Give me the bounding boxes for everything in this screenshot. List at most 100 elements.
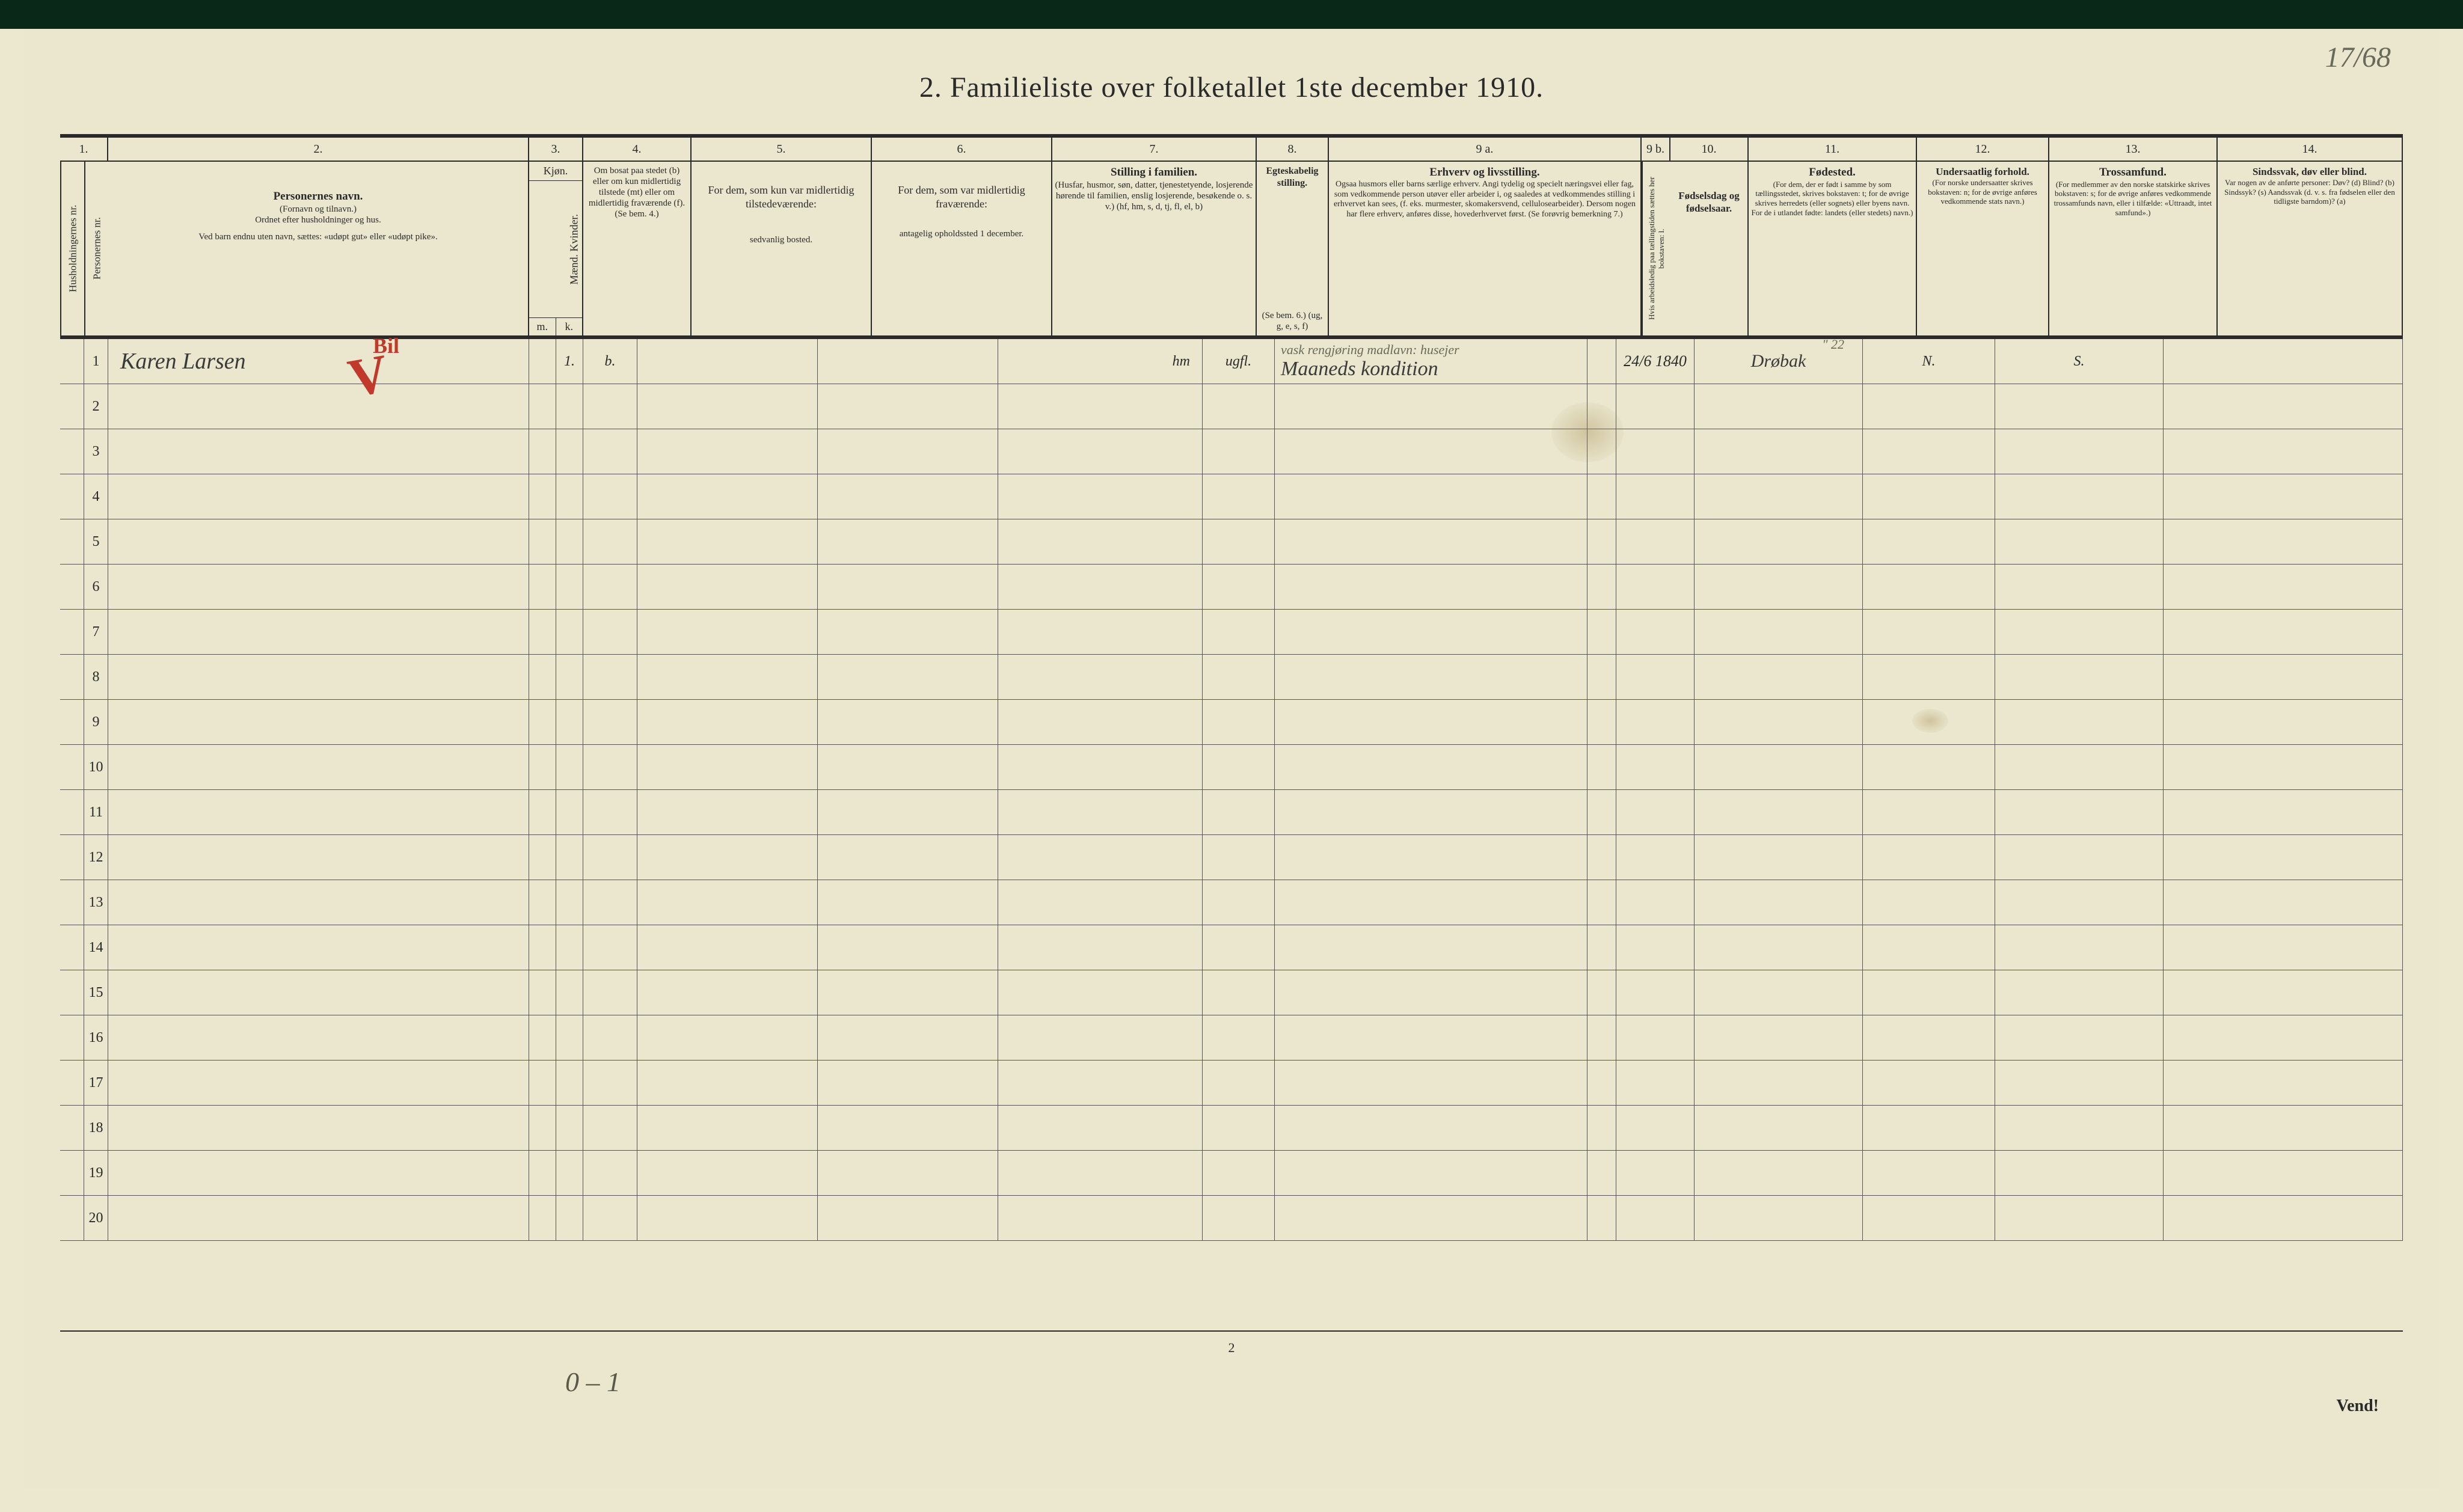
cell-trossamfund (1995, 790, 2164, 834)
cell-husholdning (60, 474, 84, 519)
cell-c9b (1587, 970, 1616, 1015)
cell-personnr: 8 (84, 655, 108, 699)
cell-navn (108, 700, 529, 744)
cell-navn (108, 565, 529, 609)
cell-fodested (1695, 384, 1863, 429)
colnum-14: 14. (2218, 138, 2403, 161)
desc-navn-sub3: Ved barn endnu uten navn, sættes: «udøpt… (111, 231, 526, 242)
cell-bosat (583, 429, 637, 474)
cell-undersaat (1863, 655, 1995, 699)
cell-kjon-k (556, 1015, 583, 1060)
cell-bosat (583, 655, 637, 699)
desc-bosat: Om bosat paa stedet (b) eller om kun mid… (583, 162, 692, 335)
cell-egteskab (1203, 1106, 1275, 1150)
table-row: 11 (60, 790, 2403, 835)
cell-kjon-k (556, 1061, 583, 1105)
desc-c7: Stilling i familien. (Husfar, husmor, sø… (1052, 162, 1257, 335)
cell-kjon-m (529, 745, 556, 789)
cell-navn (108, 1106, 529, 1150)
cell-fodselsdato (1616, 700, 1695, 744)
cell-fodselsdato (1616, 1061, 1695, 1105)
cell-trossamfund (1995, 384, 2164, 429)
cell-egteskab (1203, 1061, 1275, 1105)
cell-erhverv (1275, 384, 1587, 429)
cell-kjon-m (529, 1061, 556, 1105)
cell-kjon-k (556, 970, 583, 1015)
cell-husholdning (60, 1106, 84, 1150)
cell-erhverv: vask rengjøring madlavn: husejer Maaneds… (1275, 339, 1587, 384)
paper-stain (1551, 402, 1624, 462)
cell-bosat (583, 474, 637, 519)
cell-navn (108, 745, 529, 789)
cell-egteskab (1203, 700, 1275, 744)
cell-fodselsdato (1616, 655, 1695, 699)
cell-stilling (998, 835, 1203, 880)
desc-navn-title: Personernes navn. (111, 189, 526, 204)
cell-kjon-m (529, 835, 556, 880)
desc-husholdning: Husholdningernes nr. (60, 162, 84, 335)
cell-fodselsdato (1616, 970, 1695, 1015)
cell-c6 (818, 565, 998, 609)
desc-c10: Fødselsdag og fødselsaar. (1670, 162, 1749, 335)
cell-egteskab: ugfl. (1203, 339, 1275, 384)
cell-c9b (1587, 745, 1616, 789)
cell-fodselsdato (1616, 925, 1695, 970)
navn-value: Karen Larsen (120, 348, 246, 375)
cell-fodselsdato (1616, 1151, 1695, 1195)
cell-trossamfund: S. (1995, 339, 2164, 384)
cell-husholdning (60, 925, 84, 970)
cell-kjon-m (529, 790, 556, 834)
desc-c6-sub: antagelig opholdssted 1 december. (874, 228, 1049, 239)
desc-c5-title: For dem, som kun var midlertidig tilsted… (694, 183, 868, 210)
cell-fodested (1695, 1151, 1863, 1195)
cell-c14 (2164, 1106, 2403, 1150)
cell-navn (108, 1015, 529, 1060)
cell-stilling (998, 429, 1203, 474)
cell-husholdning (60, 745, 84, 789)
table-row: 14 (60, 925, 2403, 970)
cell-kjon-m (529, 655, 556, 699)
desc-navn-sub1: (Fornavn og tilnavn.) (111, 204, 526, 215)
cell-egteskab (1203, 880, 1275, 925)
cell-trossamfund (1995, 565, 2164, 609)
table-row: 1 Karen Larsen Bil V 1. b. hm ugfl. vask… (60, 339, 2403, 384)
cell-fodested (1695, 610, 1863, 654)
cell-trossamfund (1995, 610, 2164, 654)
desc-personnr: Personernes nr. (84, 162, 108, 335)
cell-egteskab (1203, 1196, 1275, 1240)
cell-undersaat (1863, 384, 1995, 429)
desc-kjon-m: m. (529, 318, 556, 335)
desc-c11: Fødested. (For dem, der er født i samme … (1749, 162, 1917, 335)
cell-c14 (2164, 655, 2403, 699)
cell-personnr: 20 (84, 1196, 108, 1240)
cell-kjon-m (529, 970, 556, 1015)
cell-c6 (818, 519, 998, 564)
cell-c5 (637, 429, 818, 474)
cell-undersaat (1863, 519, 1995, 564)
desc-c13: Trossamfund. (For medlemmer av den norsk… (2049, 162, 2218, 335)
cell-stilling (998, 925, 1203, 970)
cell-bosat (583, 970, 637, 1015)
cell-personnr: 19 (84, 1151, 108, 1195)
cell-navn (108, 1196, 529, 1240)
cell-bosat (583, 925, 637, 970)
cell-undersaat (1863, 925, 1995, 970)
desc-c12: Undersaatlig forhold. (For norske unders… (1917, 162, 2049, 335)
cell-husholdning (60, 339, 84, 384)
cell-kjon-k (556, 384, 583, 429)
colnum-1: 1. (60, 138, 108, 161)
cell-erhverv (1275, 745, 1587, 789)
cell-c9b (1587, 925, 1616, 970)
cell-erhverv (1275, 970, 1587, 1015)
cell-husholdning (60, 655, 84, 699)
cell-navn (108, 474, 529, 519)
cell-personnr: 3 (84, 429, 108, 474)
cell-fodselsdato (1616, 610, 1695, 654)
cell-egteskab (1203, 429, 1275, 474)
cell-c6 (818, 1061, 998, 1105)
cell-fodselsdato (1616, 1196, 1695, 1240)
cell-c9b (1587, 790, 1616, 834)
cell-c9b (1587, 880, 1616, 925)
cell-fodselsdato (1616, 519, 1695, 564)
cell-bosat (583, 519, 637, 564)
